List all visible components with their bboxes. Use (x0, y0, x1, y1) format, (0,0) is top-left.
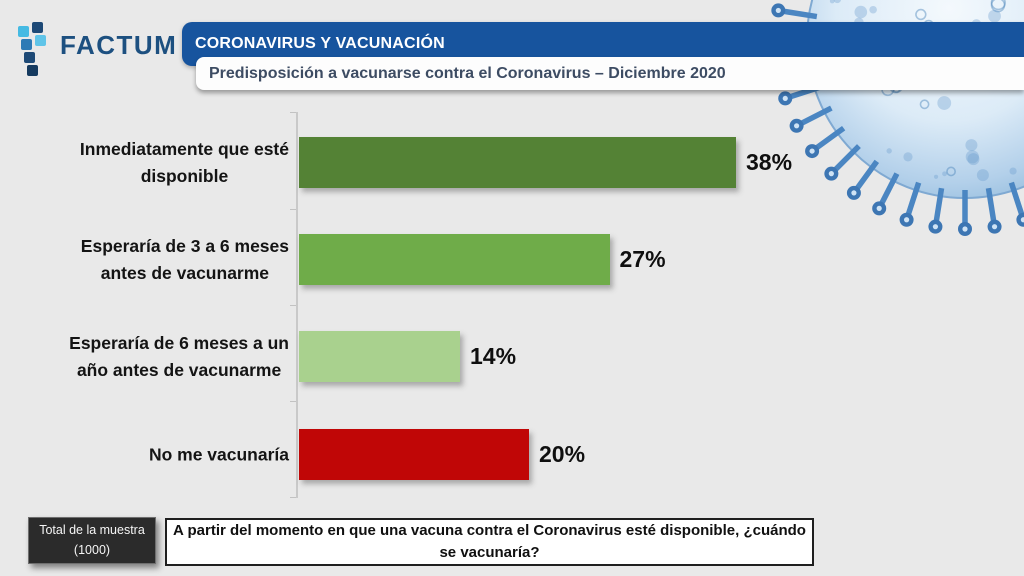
survey-question-box: A partir del momento en que una vacuna c… (165, 518, 814, 566)
bar-inmediatamente (299, 137, 736, 188)
category-label: Esperaría de 6 meses a un año antes de v… (69, 332, 289, 380)
survey-question-line1: A partir del momento en que una vacuna c… (173, 522, 806, 540)
survey-question-line2: se vacunaría? (439, 544, 540, 561)
axis-tick (290, 305, 296, 306)
chart-row: Esperaría de 6 meses a un año antes de v… (0, 331, 1024, 382)
chart-title: Predisposición a vacunarse contra el Cor… (209, 64, 726, 82)
banner-title: CORONAVIRUS Y VACUNACIÓN (195, 35, 445, 52)
category-axis-line (296, 112, 298, 498)
chart-row: Esperaría de 3 a 6 meses antes de vacuna… (0, 234, 1024, 285)
chart-row: Inmediatamente que esté disponible 38% (0, 137, 1024, 188)
value-label: 20% (539, 441, 586, 467)
factum-logo-icon (18, 22, 52, 76)
axis-tick (290, 112, 296, 113)
axis-tick (290, 401, 296, 402)
category-label: No me vacunaría (148, 444, 289, 464)
sample-size-label: Total de la muestra (39, 523, 145, 538)
subtitle-box: Predisposición a vacunarse contra el Cor… (196, 57, 1024, 90)
factum-logo-text: FACTUM (60, 29, 178, 60)
value-label: 14% (470, 343, 517, 369)
bar-3-a-6-meses (299, 234, 610, 285)
sample-size-box: Total de la muestra (1000) (28, 517, 156, 564)
value-label: 38% (746, 149, 793, 175)
axis-tick (290, 209, 296, 210)
bar-6-meses-a-un-ano (299, 331, 460, 382)
bar-no-me-vacunaria (299, 429, 529, 480)
chart-row: No me vacunaría 20% (0, 429, 1024, 480)
sample-size-value: (1000) (73, 542, 111, 557)
axis-tick (290, 497, 296, 498)
factum-logo: FACTUM (18, 22, 178, 76)
category-label: Esperaría de 3 a 6 meses antes de vacuna… (80, 235, 289, 283)
category-label: Inmediatamente que esté disponible (79, 138, 289, 186)
value-label: 27% (619, 246, 666, 272)
